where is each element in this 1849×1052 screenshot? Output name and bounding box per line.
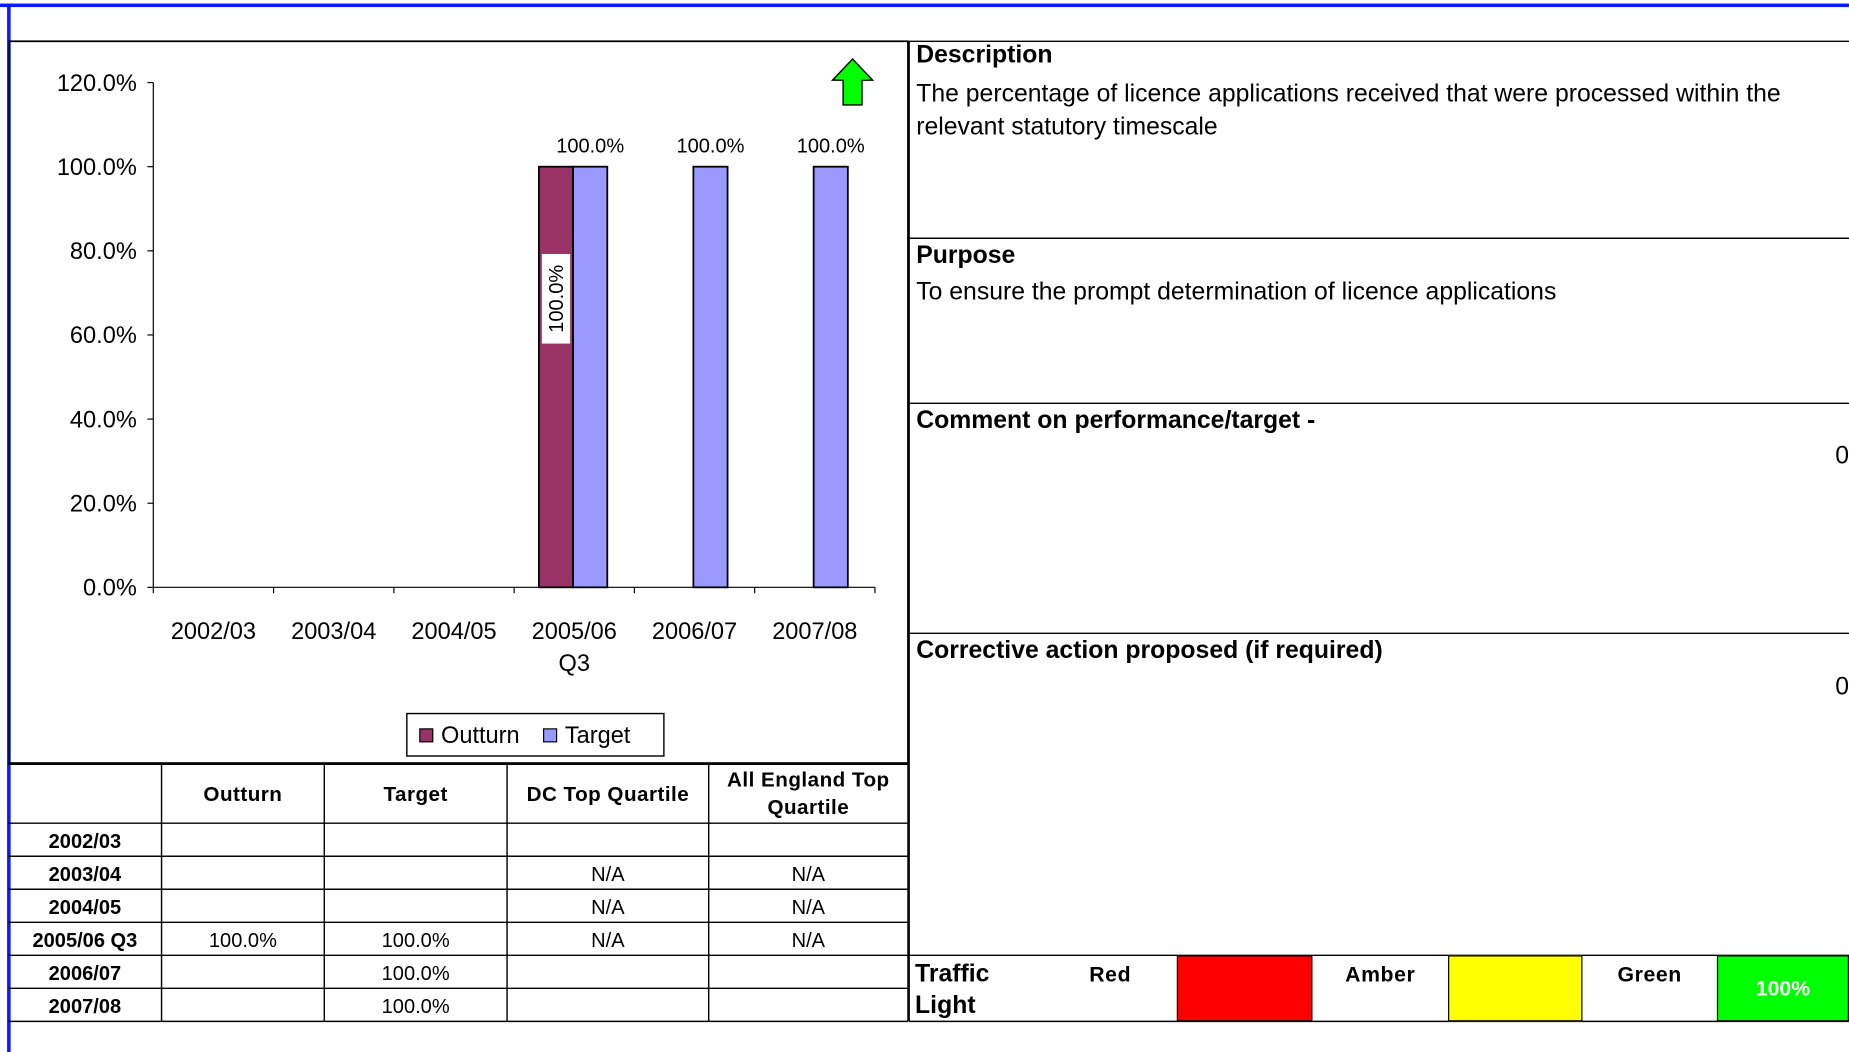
row-label: 2002/03 [48, 830, 122, 853]
row-label: 2007/08 [48, 995, 122, 1018]
y-tick-label: 60.0% [70, 322, 137, 348]
table-cell: N/A [591, 929, 625, 952]
value-label-group: 100.0% [541, 253, 571, 344]
purpose-text: To ensure the prompt determination of li… [916, 278, 1557, 306]
legend-frame [406, 712, 665, 757]
table-cell: N/A [791, 929, 826, 952]
traffic-label: Traffic Light [915, 960, 990, 1020]
corrective-value: 0 [1835, 673, 1849, 701]
table-header: Target [383, 781, 448, 805]
table-cell: N/A [591, 863, 625, 886]
legend-swatch [543, 728, 558, 743]
traffic-box [1448, 955, 1583, 1022]
y-tick-label: 120.0% [57, 70, 137, 96]
table-cell: 100.0% [381, 929, 450, 952]
table-cell: 100.0% [381, 995, 450, 1018]
x-tick-label: 2002/03 [171, 618, 256, 644]
x-tick-label: 2003/04 [291, 618, 376, 644]
row-label: 2003/04 [48, 863, 122, 886]
chart-frame [8, 40, 909, 764]
table-header: All England Top Quartile [727, 767, 890, 819]
value-label: 100.0% [676, 136, 744, 158]
y-tick-label: 0.0% [83, 575, 137, 601]
legend-swatch [419, 728, 434, 743]
value-label: 100.0% [546, 265, 568, 333]
description-text: The percentage of licence applications r… [916, 80, 1781, 141]
comment-heading: Comment on performance/target - [916, 406, 1316, 435]
purpose-heading: Purpose [916, 241, 1016, 269]
bar [538, 165, 574, 589]
y-tick-label: 20.0% [70, 490, 137, 516]
table-cell: N/A [791, 896, 826, 919]
table-cell: 100.0% [381, 962, 450, 985]
traffic-level-name: Amber [1345, 961, 1416, 986]
y-tick-label: 40.0% [70, 406, 137, 432]
traffic-level-name: Red [1089, 961, 1132, 986]
legend-label: Outturn [441, 722, 520, 748]
row-label: 2006/07 [48, 962, 122, 985]
trend-arrow [830, 57, 875, 106]
table-cell: N/A [791, 863, 826, 886]
bar [572, 165, 609, 589]
x-tick-label: 2007/08 [772, 618, 857, 644]
traffic-box: 100% [1716, 955, 1849, 1022]
corrective-heading: Corrective action proposed (if required) [916, 636, 1383, 665]
value-label: 100.0% [556, 136, 624, 158]
bar [812, 165, 849, 589]
description-heading: Description [916, 41, 1053, 69]
label-background [541, 253, 571, 344]
comment-value: 0 [1835, 442, 1849, 470]
table-cell: 100.0% [208, 929, 277, 952]
y-tick-label: 100.0% [57, 154, 137, 180]
table-header: Outturn [203, 781, 283, 805]
y-tick-label: 80.0% [70, 238, 137, 264]
x-tick-label: 2005/06 Q3 [532, 618, 617, 676]
value-label: 100.0% [797, 136, 865, 158]
table-header: DC Top Quartile [526, 781, 690, 805]
traffic-box [1176, 955, 1313, 1022]
x-tick-label: 2004/05 [411, 618, 496, 644]
bar [692, 165, 729, 589]
row-label: 2005/06 Q3 [32, 929, 138, 952]
traffic-level-name: Green [1617, 961, 1682, 986]
row-label: 2004/05 [48, 896, 122, 919]
table-cell: N/A [591, 896, 625, 919]
top-border [0, 3, 1849, 8]
legend-label: Target [565, 722, 631, 748]
x-tick-label: 2006/07 [652, 618, 737, 644]
